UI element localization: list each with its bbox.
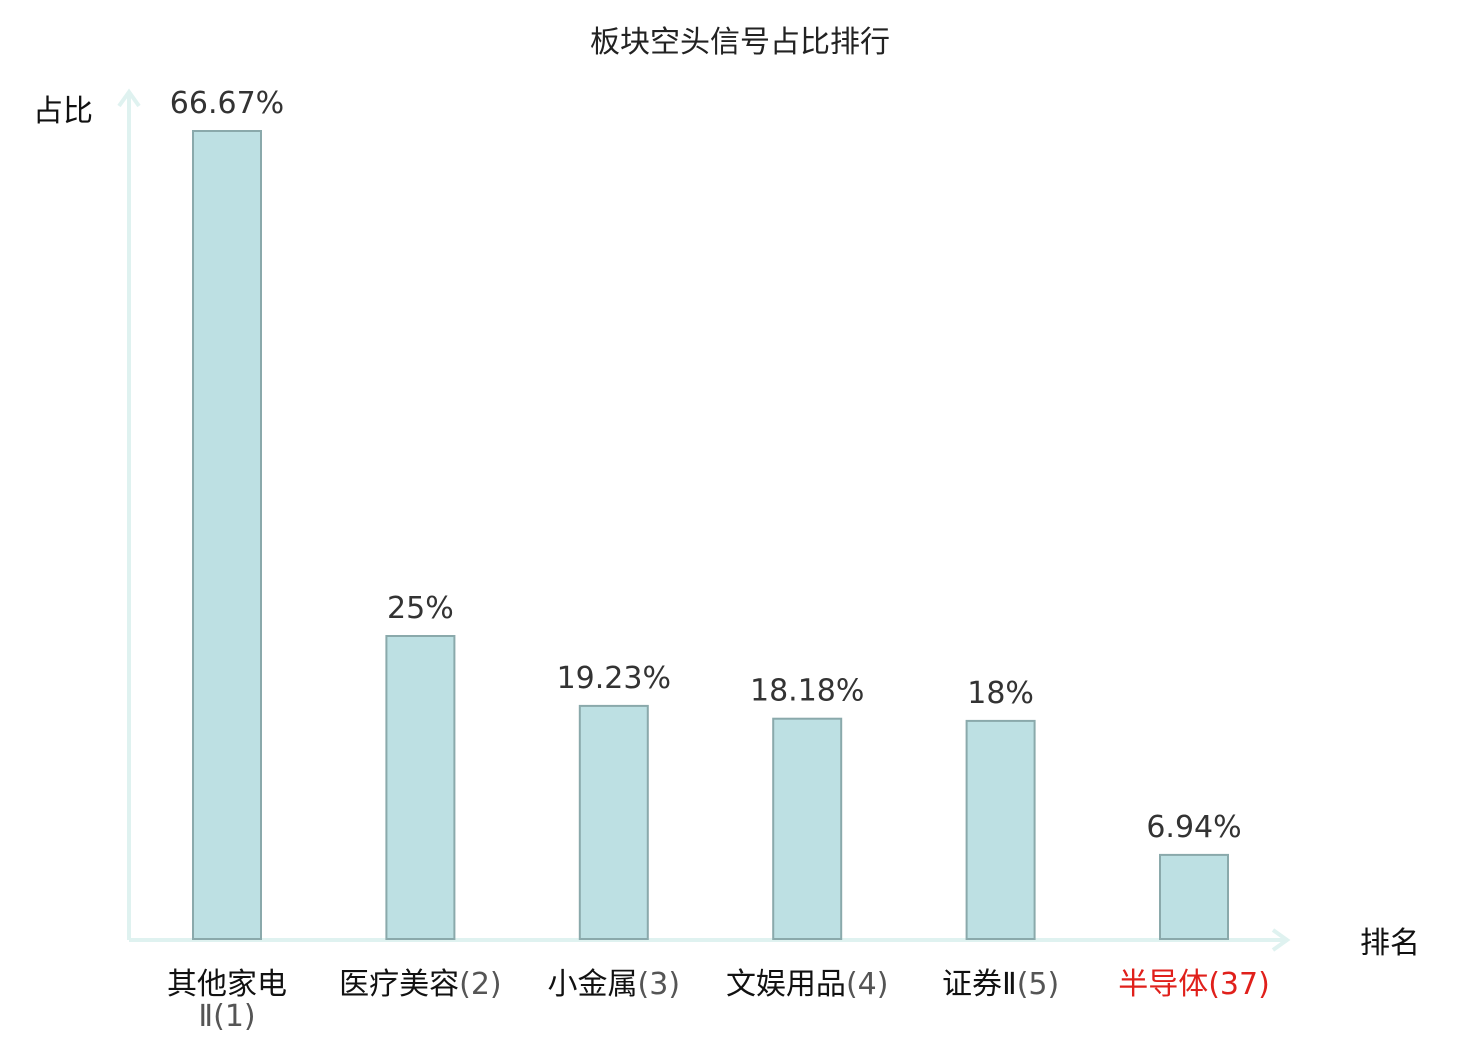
category-rank: Ⅱ(1) (198, 999, 255, 1034)
bar (385, 635, 456, 940)
category-label: 小金属(3) (548, 967, 681, 1002)
y-axis-label: 占比 (33, 94, 93, 129)
y-axis-arrow-icon (117, 88, 141, 108)
category-name: 其他家电 (167, 967, 287, 1002)
category-name: 医疗美容 (339, 967, 459, 1002)
bar (772, 717, 843, 941)
category-rank: (4) (846, 967, 889, 1002)
category-rank: (5) (1017, 967, 1060, 1002)
bar-value-label: 18% (967, 676, 1034, 711)
category-label: 其他家电 Ⅱ(1) (167, 967, 287, 1034)
bar-value-label: 66.67% (170, 86, 284, 121)
chart-title: 板块空头信号占比排行 (590, 25, 890, 60)
category-name: 证券Ⅱ (942, 967, 1017, 1002)
category-label: 医疗美容(2) (339, 967, 502, 1002)
bar (192, 130, 262, 940)
bar (1159, 853, 1229, 941)
category-name: 小金属 (548, 967, 638, 1002)
bar-value-label: 18.18% (750, 674, 864, 709)
bar (965, 719, 1036, 941)
bar-value-label: 6.94% (1146, 810, 1241, 845)
axes (117, 88, 1291, 952)
bar (578, 704, 649, 941)
bars-group (192, 130, 1229, 941)
bar-value-label: 19.23% (557, 661, 671, 696)
category-labels-group: 其他家电 Ⅱ(1) 医疗美容(2) 小金属(3) 文娱用品(4) 证券Ⅱ(5) 半导体(37… (167, 967, 1270, 1034)
value-labels-group: 66.67% 25% 19.23% 18.18% 18% 6.94% (170, 86, 1242, 845)
category-rank: (2) (459, 967, 502, 1002)
bar-value-label: 25% (387, 591, 454, 626)
category-name: 半导体 (1118, 967, 1208, 1002)
category-label: 半导体(37) (1118, 967, 1270, 1002)
x-axis-label: 排名 (1360, 926, 1420, 961)
category-rank: (3) (638, 967, 681, 1002)
category-label: 文娱用品(4) (726, 967, 889, 1002)
category-name: 文娱用品 (726, 967, 846, 1002)
x-axis-arrow-icon (1271, 928, 1291, 952)
category-label: 证券Ⅱ(5) (942, 967, 1059, 1002)
category-rank: (37) (1208, 967, 1270, 1002)
